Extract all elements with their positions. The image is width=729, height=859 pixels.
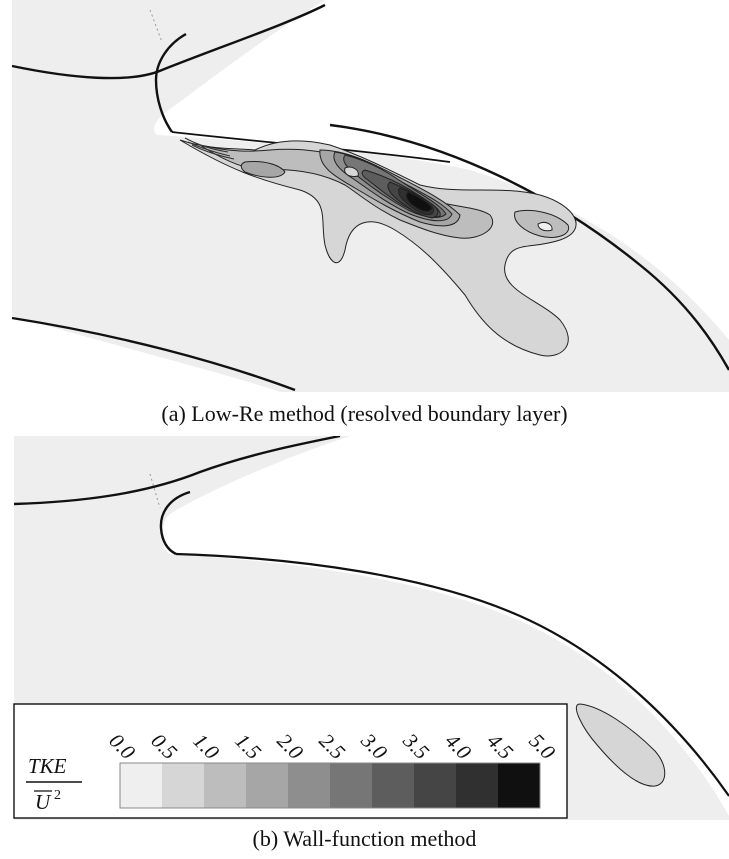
contour-ring-mid: [344, 166, 359, 177]
upper-wall: [11, 3, 326, 80]
colorbar-swatches: [120, 763, 541, 808]
panel-b-contour-plot: TKE U 2 0.0 0.5 1.0 1.5 2.0 2.5 3.0 3.5 4.0 4.5 5.…: [13, 436, 729, 820]
label-denominator: U: [35, 790, 52, 814]
colorbar-swatch: [414, 763, 457, 808]
cusp-wall: [154, 32, 187, 133]
panel-a-contour-plot: [11, 0, 729, 392]
outer-wall: [329, 123, 729, 371]
tke-contours-a: [179, 137, 577, 357]
interface-line: [149, 473, 161, 509]
contour-level-0.5: [179, 139, 577, 357]
colorbar-swatch: [330, 763, 373, 808]
colorbar-swatch: [120, 763, 163, 808]
colorbar-swatch: [162, 763, 205, 808]
lower-wall: [11, 316, 296, 392]
label-exponent: 2: [54, 788, 61, 803]
colorbar-swatch: [372, 763, 415, 808]
colorbar-label: TKE U 2: [26, 754, 82, 814]
colorbar-swatch: [456, 763, 499, 808]
colorbar-legend: TKE U 2 0.0 0.5 1.0 1.5 2.0 2.5 3.0 3.5 4.0 4.5 5.…: [13, 703, 568, 819]
contour-ring-right: [537, 221, 553, 232]
upper-wall: [13, 436, 341, 506]
tke-blob-b: [575, 703, 666, 787]
tip-streaks: [184, 137, 235, 160]
caption-panel-a: (a) Low-Re method (resolved boundary lay…: [161, 401, 568, 426]
colorbar-swatch: [204, 763, 247, 808]
colorbar-swatch: [246, 763, 289, 808]
cusp-wall: [159, 490, 191, 556]
colorbar-swatch: [498, 763, 541, 808]
contour-level-4.5: [405, 191, 433, 212]
cusp-tail: [175, 552, 729, 797]
colorbar-swatch: [288, 763, 331, 808]
colorbar-frame: [119, 762, 541, 809]
label-numerator: TKE: [28, 754, 67, 778]
interface-line: [149, 9, 163, 43]
caption-panel-b: (b) Wall-function method: [252, 826, 477, 851]
contour-level-1.5: [240, 161, 286, 178]
